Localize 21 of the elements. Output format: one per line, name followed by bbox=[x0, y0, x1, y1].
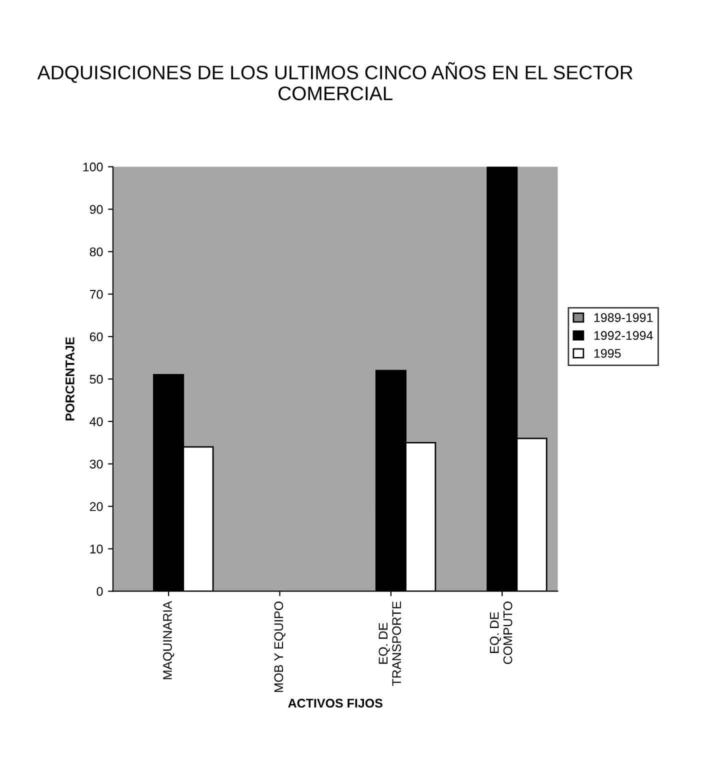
y-tick-label: 90 bbox=[90, 205, 103, 214]
y-tick-label: 50 bbox=[90, 374, 103, 384]
legend-label: 1995 bbox=[594, 348, 621, 358]
y-tick-label: 30 bbox=[90, 460, 103, 469]
x-tick-label: EQ. DE COMPUTO bbox=[490, 602, 512, 664]
y-tick-label: 60 bbox=[90, 332, 103, 342]
legend-label: 1992-1994 bbox=[594, 331, 653, 340]
y-tick-label: 100 bbox=[83, 162, 103, 172]
legend-label: 1989-1991 bbox=[594, 313, 653, 322]
y-tick-label: 10 bbox=[90, 544, 103, 554]
x-tick-label: MAQUINARIA bbox=[163, 600, 174, 680]
x-tick-label: MOB Y EQUIPO bbox=[274, 602, 286, 692]
y-axis-title: PORCENTAJE bbox=[66, 337, 74, 420]
x-axis-title: ACTIVOS FIJOS bbox=[288, 698, 382, 708]
chart-title: ADQUISICIONES DE LOS ULTIMOS CINCO AÑOS EN EL SECTOR COMERCIAL bbox=[37, 62, 632, 100]
y-tick-label: 70 bbox=[90, 290, 103, 299]
y-tick-label: 40 bbox=[90, 417, 103, 426]
x-tick-label: EQ. DE TRANSPORTE bbox=[378, 602, 402, 686]
y-tick-label: 0 bbox=[96, 587, 103, 596]
y-tick-label: 20 bbox=[90, 502, 103, 511]
y-tick-label: 80 bbox=[90, 247, 103, 256]
